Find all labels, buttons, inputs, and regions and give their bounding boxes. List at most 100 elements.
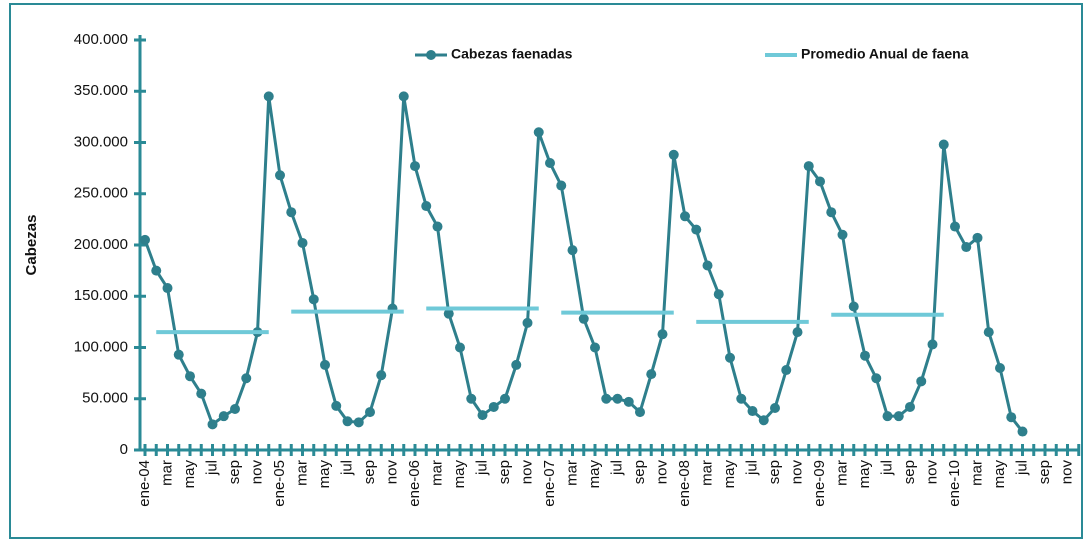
x-tick-label: ene-08 xyxy=(676,460,693,507)
point xyxy=(511,359,522,370)
point xyxy=(207,419,218,430)
x-tick-label: may xyxy=(721,460,738,489)
point xyxy=(950,221,960,232)
point xyxy=(938,139,949,150)
point xyxy=(792,327,803,338)
point xyxy=(297,237,308,248)
point xyxy=(713,289,724,300)
point xyxy=(758,415,769,426)
point xyxy=(556,180,567,191)
point xyxy=(972,232,983,243)
y-tick-label: 350.000 xyxy=(74,82,128,99)
x-tick-label: may xyxy=(856,460,873,489)
x-tick-label: mar xyxy=(158,460,175,486)
point xyxy=(241,373,252,384)
x-tick-label: nov xyxy=(248,460,265,485)
legend-label: Promedio Anual de faena xyxy=(801,46,969,62)
point xyxy=(230,404,240,414)
point xyxy=(680,211,690,222)
x-tick-label: sep xyxy=(766,460,783,484)
x-tick-label: jul xyxy=(608,460,625,476)
point xyxy=(635,407,645,418)
series-line xyxy=(143,96,1024,433)
point xyxy=(893,411,904,422)
y-tick-label: 300.000 xyxy=(74,133,128,150)
point xyxy=(342,416,353,427)
point xyxy=(275,170,285,181)
point xyxy=(983,327,994,338)
x-tick-label: nov xyxy=(518,460,535,485)
x-tick-label: jul xyxy=(203,460,220,476)
point xyxy=(522,317,533,328)
point xyxy=(263,91,274,102)
point xyxy=(725,352,735,363)
point xyxy=(837,229,848,240)
legend-marker xyxy=(426,50,436,60)
y-tick-label: 0 xyxy=(120,441,128,458)
point xyxy=(747,406,758,417)
point xyxy=(882,411,893,422)
point xyxy=(185,371,195,382)
point xyxy=(140,234,150,245)
point xyxy=(308,294,319,305)
point xyxy=(803,161,814,172)
point xyxy=(702,260,713,271)
point xyxy=(162,283,173,294)
x-tick-label: sep xyxy=(361,460,378,484)
x-tick-label: nov xyxy=(383,460,400,485)
point xyxy=(173,349,184,360)
x-tick-label: ene-04 xyxy=(136,460,153,507)
point xyxy=(466,393,477,404)
point xyxy=(961,242,972,253)
x-tick-label: ene-09 xyxy=(811,460,828,507)
point xyxy=(410,161,420,172)
x-tick-label: ene-05 xyxy=(271,460,288,507)
point xyxy=(590,342,600,353)
point xyxy=(432,221,443,232)
x-tick-label: jul xyxy=(473,460,490,476)
point xyxy=(151,265,162,276)
x-tick-label: jul xyxy=(878,460,895,476)
y-tick-label: 150.000 xyxy=(74,287,128,304)
point xyxy=(455,342,465,353)
x-tick-label: jul xyxy=(743,460,760,476)
point xyxy=(860,350,870,361)
point xyxy=(691,224,702,235)
point xyxy=(398,91,409,102)
point xyxy=(905,401,915,412)
point xyxy=(770,402,780,413)
legend-label: Cabezas faenadas xyxy=(451,46,573,62)
point xyxy=(657,329,668,340)
y-axis-label: Cabezas xyxy=(23,215,40,276)
point xyxy=(578,313,589,324)
x-tick-label: sep xyxy=(1036,460,1053,484)
x-tick-label: nov xyxy=(923,460,940,485)
x-tick-label: mar xyxy=(563,460,580,486)
y-tick-label: 250.000 xyxy=(74,185,128,202)
point xyxy=(533,127,544,138)
point xyxy=(916,376,927,387)
x-tick-label: sep xyxy=(226,460,243,484)
point xyxy=(477,410,488,421)
point xyxy=(871,373,882,384)
x-tick-label: sep xyxy=(496,460,513,484)
point xyxy=(286,207,297,218)
point xyxy=(218,411,229,422)
point xyxy=(1017,426,1028,437)
y-tick-label: 100.000 xyxy=(74,338,128,355)
point xyxy=(781,365,792,376)
point xyxy=(826,207,837,218)
point xyxy=(376,370,387,381)
point xyxy=(421,201,432,212)
point xyxy=(646,369,657,380)
x-tick-label: ene-06 xyxy=(406,460,423,507)
x-tick-label: nov xyxy=(788,460,805,485)
x-tick-label: ene-10 xyxy=(946,460,963,507)
y-tick-label: 200.000 xyxy=(74,236,128,253)
point xyxy=(545,158,555,168)
x-tick-label: mar xyxy=(698,460,715,486)
x-tick-label: ene-07 xyxy=(541,460,558,507)
point xyxy=(500,393,510,404)
point xyxy=(612,393,623,404)
